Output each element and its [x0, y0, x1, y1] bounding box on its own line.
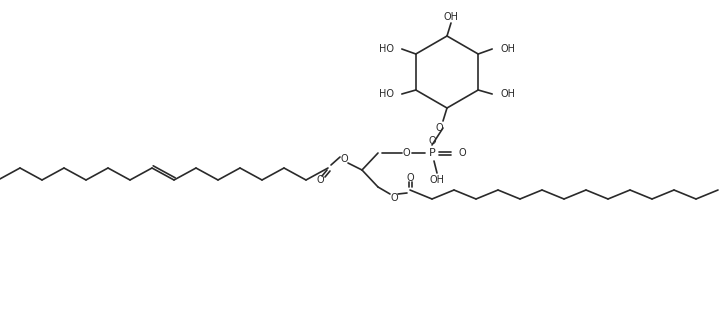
- Text: O: O: [402, 148, 410, 158]
- Text: OH: OH: [430, 175, 445, 185]
- Text: O: O: [390, 193, 397, 203]
- Text: HO: HO: [379, 89, 394, 99]
- Text: P: P: [429, 148, 435, 158]
- Text: O: O: [458, 148, 466, 158]
- Text: O: O: [406, 173, 414, 183]
- Text: O: O: [435, 123, 443, 133]
- Text: O: O: [316, 175, 324, 185]
- Text: O: O: [428, 136, 436, 146]
- Text: O: O: [340, 154, 348, 164]
- Text: OH: OH: [443, 12, 459, 22]
- Text: HO: HO: [379, 44, 394, 54]
- Text: OH: OH: [500, 89, 515, 99]
- Text: OH: OH: [500, 44, 515, 54]
